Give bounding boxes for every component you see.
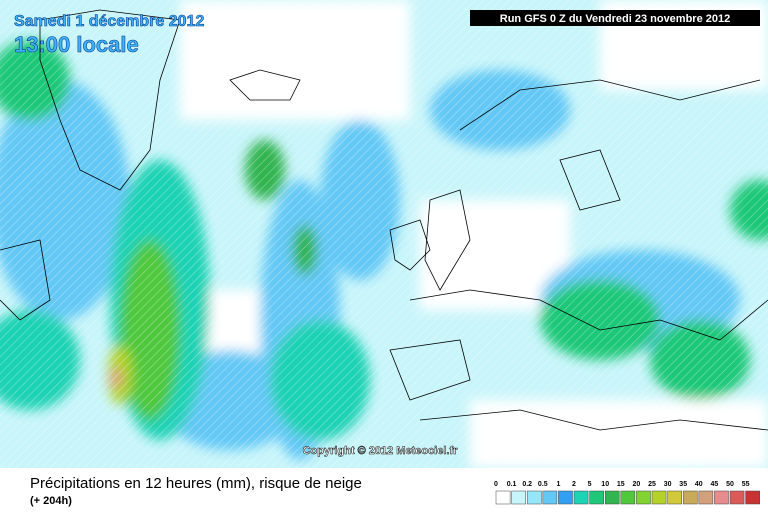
legend-label: 40	[695, 481, 703, 488]
legend-swatch	[651, 490, 667, 505]
legend-swatch	[636, 490, 651, 505]
legend-label: 35	[679, 481, 687, 488]
legend-label: 55	[742, 481, 750, 488]
caption-lead: (+ 204h)	[30, 495, 72, 507]
legend-label: 0.1	[507, 481, 517, 488]
legend-label: 10	[601, 481, 609, 488]
legend: 0 0.1 0.2 0.5 1 2 5 10 15 20 25 30 35 40 45 50 55	[494, 481, 760, 505]
legend-swatch	[729, 490, 745, 505]
legend-swatch	[589, 490, 604, 505]
legend-swatch	[573, 490, 589, 505]
legend-swatch	[714, 490, 729, 505]
legend-label: 50	[726, 481, 734, 488]
footer	[0, 468, 768, 512]
legend-label: 30	[664, 481, 672, 488]
run-banner	[470, 10, 760, 26]
legend-swatch	[526, 490, 542, 505]
legend-swatch	[558, 490, 573, 505]
forecast-time: 13:00 locale	[14, 32, 139, 57]
legend-swatch	[495, 490, 511, 505]
run-info: Run GFS 0 Z du Vendredi 23 novembre 2012	[500, 13, 730, 25]
legend-label: 15	[617, 481, 625, 488]
legend-swatch	[542, 490, 558, 505]
legend-label: 0.2	[522, 481, 532, 488]
legend-label: 1	[556, 481, 560, 488]
legend-label: 2	[572, 481, 576, 488]
copyright: Copyright © 2012 Meteociel.fr	[303, 445, 459, 457]
legend-swatch	[698, 490, 714, 505]
caption-title: Précipitations en 12 heures (mm), risque…	[30, 475, 362, 492]
coastlines	[0, 9, 768, 431]
legend-swatch	[682, 490, 698, 505]
legend-label: 45	[711, 481, 719, 488]
legend-swatch	[604, 490, 620, 505]
legend-swatch	[667, 490, 682, 505]
legend-swatch	[620, 490, 636, 505]
legend-label: 20	[633, 481, 641, 488]
legend-label: 5	[588, 481, 592, 488]
precip-field	[0, 0, 768, 468]
forecast-date: Samedi 1 décembre 2012	[14, 13, 204, 30]
legend-label: 0.5	[538, 481, 548, 488]
legend-swatch	[745, 490, 760, 505]
legend-label: 0	[494, 481, 498, 488]
legend-label: 25	[648, 481, 656, 488]
legend-swatch	[511, 490, 526, 505]
